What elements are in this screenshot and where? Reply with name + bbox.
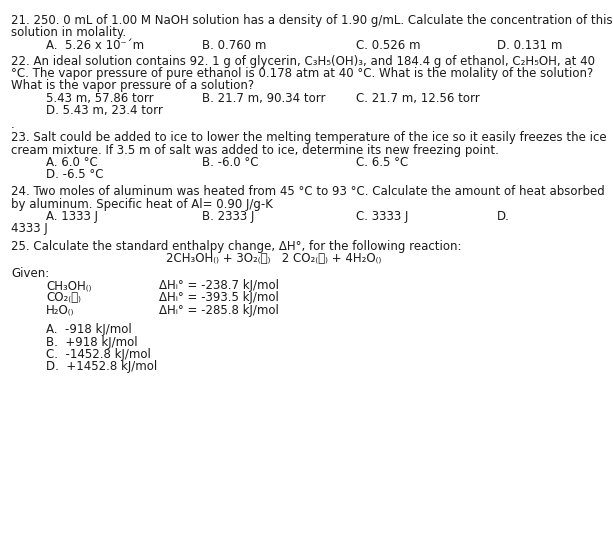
- Text: H₂O₍₎: H₂O₍₎: [46, 304, 74, 317]
- Text: ΔHᵢ° = -238.7 kJ/mol: ΔHᵢ° = -238.7 kJ/mol: [159, 279, 280, 293]
- Text: What is the vapor pressure of a solution?: What is the vapor pressure of a solution…: [11, 79, 254, 93]
- Text: B. 21.7 m, 90.34 torr: B. 21.7 m, 90.34 torr: [202, 92, 326, 105]
- Text: 5.43 m, 57.86 torr: 5.43 m, 57.86 torr: [46, 92, 154, 105]
- Text: D.: D.: [497, 210, 509, 223]
- Text: ΔHᵢ° = -393.5 kJ/mol: ΔHᵢ° = -393.5 kJ/mol: [159, 291, 280, 305]
- Text: B.  +918 kJ/mol: B. +918 kJ/mol: [46, 336, 137, 349]
- Text: B. -6.0 °C: B. -6.0 °C: [202, 156, 259, 169]
- Text: C. 21.7 m, 12.56 torr: C. 21.7 m, 12.56 torr: [356, 92, 479, 105]
- Text: 2CH₃OH₍₎ + 3O₂₍₏₎   2 CO₂₍₏₎ + 4H₂O₍₎: 2CH₃OH₍₎ + 3O₂₍₏₎ 2 CO₂₍₏₎ + 4H₂O₍₎: [166, 252, 381, 265]
- Text: .: .: [11, 118, 15, 131]
- Text: C. 3333 J: C. 3333 J: [356, 210, 408, 223]
- Text: 4333 J: 4333 J: [11, 222, 48, 235]
- Text: C. 6.5 °C: C. 6.5 °C: [356, 156, 408, 169]
- Text: solution in molality.: solution in molality.: [11, 26, 126, 40]
- Text: 25. Calculate the standard enthalpy change, ΔH°, for the following reaction:: 25. Calculate the standard enthalpy chan…: [11, 240, 462, 253]
- Text: A.  -918 kJ/mol: A. -918 kJ/mol: [46, 323, 132, 337]
- Text: D. -6.5 °C: D. -6.5 °C: [46, 168, 104, 181]
- Text: B. 2333 J: B. 2333 J: [202, 210, 254, 223]
- Text: C.  -1452.8 kJ/mol: C. -1452.8 kJ/mol: [46, 348, 151, 361]
- Text: CH₃OH₍₎: CH₃OH₍₎: [46, 279, 91, 293]
- Text: D. 0.131 m: D. 0.131 m: [497, 39, 562, 52]
- Text: cream mixture. If 3.5 m of salt was added to ice, determine its new freezing poi: cream mixture. If 3.5 m of salt was adde…: [11, 144, 499, 157]
- Text: B. 0.760 m: B. 0.760 m: [202, 39, 267, 52]
- Text: D. 5.43 m, 23.4 torr: D. 5.43 m, 23.4 torr: [46, 104, 163, 117]
- Text: Given:: Given:: [11, 267, 49, 280]
- Text: CO₂₍₏₎: CO₂₍₏₎: [46, 291, 81, 305]
- Text: D.  +1452.8 kJ/mol: D. +1452.8 kJ/mol: [46, 360, 157, 373]
- Text: C. 0.526 m: C. 0.526 m: [356, 39, 420, 52]
- Text: 21. 250. 0 mL of 1.00 M NaOH solution has a density of 1.90 g/mL. Calculate the : 21. 250. 0 mL of 1.00 M NaOH solution ha…: [11, 14, 612, 28]
- Text: °C. The vapor pressure of pure ethanol is 0.178 atm at 40 °C. What is the molali: °C. The vapor pressure of pure ethanol i…: [11, 67, 593, 81]
- Text: 23. Salt could be added to ice to lower the melting temperature of the ice so it: 23. Salt could be added to ice to lower …: [11, 131, 607, 145]
- Text: 24. Two moles of aluminum was heated from 45 °C to 93 °C. Calculate the amount o: 24. Two moles of aluminum was heated fro…: [11, 185, 605, 199]
- Text: ΔHᵢ° = -285.8 kJ/mol: ΔHᵢ° = -285.8 kJ/mol: [159, 304, 280, 317]
- Text: A.  5.26 x 10⁻´m: A. 5.26 x 10⁻´m: [46, 39, 144, 52]
- Text: 22. An ideal solution contains 92. 1 g of glycerin, C₃H₅(OH)₃, and 184.4 g of et: 22. An ideal solution contains 92. 1 g o…: [11, 55, 595, 68]
- Text: by aluminum. Specific heat of Al= 0.90 J/g-K: by aluminum. Specific heat of Al= 0.90 J…: [11, 198, 273, 211]
- Text: A. 1333 J: A. 1333 J: [46, 210, 98, 223]
- Text: A. 6.0 °C: A. 6.0 °C: [46, 156, 97, 169]
